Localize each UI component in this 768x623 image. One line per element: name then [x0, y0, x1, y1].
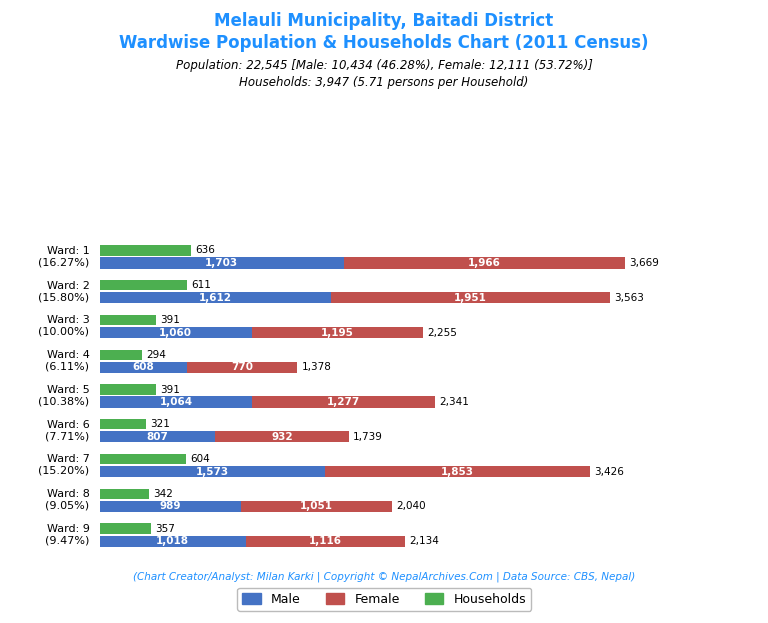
Text: 611: 611: [191, 280, 211, 290]
Bar: [100, 501, 241, 512]
Text: 2,134: 2,134: [409, 536, 439, 546]
Text: 636: 636: [195, 245, 215, 255]
Text: Population: 22,545 [Male: 10,434 (46.28%), Female: 12,111 (53.72%)]: Population: 22,545 [Male: 10,434 (46.28%…: [176, 59, 592, 72]
Bar: [100, 280, 187, 290]
Bar: [100, 523, 151, 534]
Text: Melauli Municipality, Baitadi District: Melauli Municipality, Baitadi District: [214, 12, 554, 31]
Bar: [187, 362, 297, 373]
Text: 391: 391: [160, 384, 180, 394]
Text: 3,563: 3,563: [614, 293, 644, 303]
Bar: [100, 245, 191, 255]
Text: 1,116: 1,116: [309, 536, 342, 546]
Bar: [252, 396, 435, 407]
Text: 1,018: 1,018: [156, 536, 189, 546]
Text: 1,612: 1,612: [199, 293, 232, 303]
Text: 1,853: 1,853: [441, 467, 474, 477]
Bar: [100, 488, 149, 499]
Bar: [100, 431, 215, 442]
Text: 2,040: 2,040: [396, 502, 425, 511]
Legend: Male, Female, Households: Male, Female, Households: [237, 587, 531, 611]
Text: 1,703: 1,703: [205, 258, 238, 268]
Bar: [100, 454, 187, 464]
Bar: [100, 257, 343, 269]
Text: 342: 342: [153, 489, 173, 499]
Text: 1,966: 1,966: [468, 258, 501, 268]
Bar: [330, 292, 610, 303]
Text: Wardwise Population & Households Chart (2011 Census): Wardwise Population & Households Chart (…: [119, 34, 649, 52]
Text: 3,669: 3,669: [629, 258, 659, 268]
Bar: [100, 350, 142, 360]
Text: Households: 3,947 (5.71 persons per Household): Households: 3,947 (5.71 persons per Hous…: [240, 76, 528, 89]
Bar: [100, 384, 156, 395]
Text: 294: 294: [146, 350, 166, 359]
Text: 1,573: 1,573: [196, 467, 229, 477]
Text: 1,277: 1,277: [327, 397, 360, 407]
Text: 2,255: 2,255: [427, 328, 457, 338]
Text: 321: 321: [150, 419, 170, 429]
Bar: [100, 327, 252, 338]
Text: 357: 357: [155, 523, 175, 533]
Bar: [100, 466, 325, 477]
Bar: [252, 327, 422, 338]
Bar: [215, 431, 349, 442]
Bar: [343, 257, 625, 269]
Bar: [325, 466, 590, 477]
Bar: [241, 501, 392, 512]
Text: 1,378: 1,378: [301, 363, 331, 373]
Text: 608: 608: [132, 363, 154, 373]
Bar: [100, 536, 246, 546]
Text: 807: 807: [147, 432, 168, 442]
Text: 770: 770: [231, 363, 253, 373]
Text: 1,195: 1,195: [320, 328, 353, 338]
Bar: [100, 315, 156, 325]
Bar: [246, 536, 406, 546]
Bar: [100, 396, 252, 407]
Text: 932: 932: [271, 432, 293, 442]
Text: 1,051: 1,051: [300, 502, 333, 511]
Text: 1,064: 1,064: [160, 397, 193, 407]
Bar: [100, 419, 146, 429]
Bar: [100, 362, 187, 373]
Text: 1,739: 1,739: [353, 432, 383, 442]
Text: 391: 391: [160, 315, 180, 325]
Text: 1,951: 1,951: [454, 293, 487, 303]
Text: 989: 989: [160, 502, 181, 511]
Text: 3,426: 3,426: [594, 467, 624, 477]
Text: (Chart Creator/Analyst: Milan Karki | Copyright © NepalArchives.Com | Data Sourc: (Chart Creator/Analyst: Milan Karki | Co…: [133, 571, 635, 581]
Text: 2,341: 2,341: [439, 397, 469, 407]
Text: 1,060: 1,060: [159, 328, 192, 338]
Bar: [100, 292, 330, 303]
Text: 604: 604: [190, 454, 210, 464]
